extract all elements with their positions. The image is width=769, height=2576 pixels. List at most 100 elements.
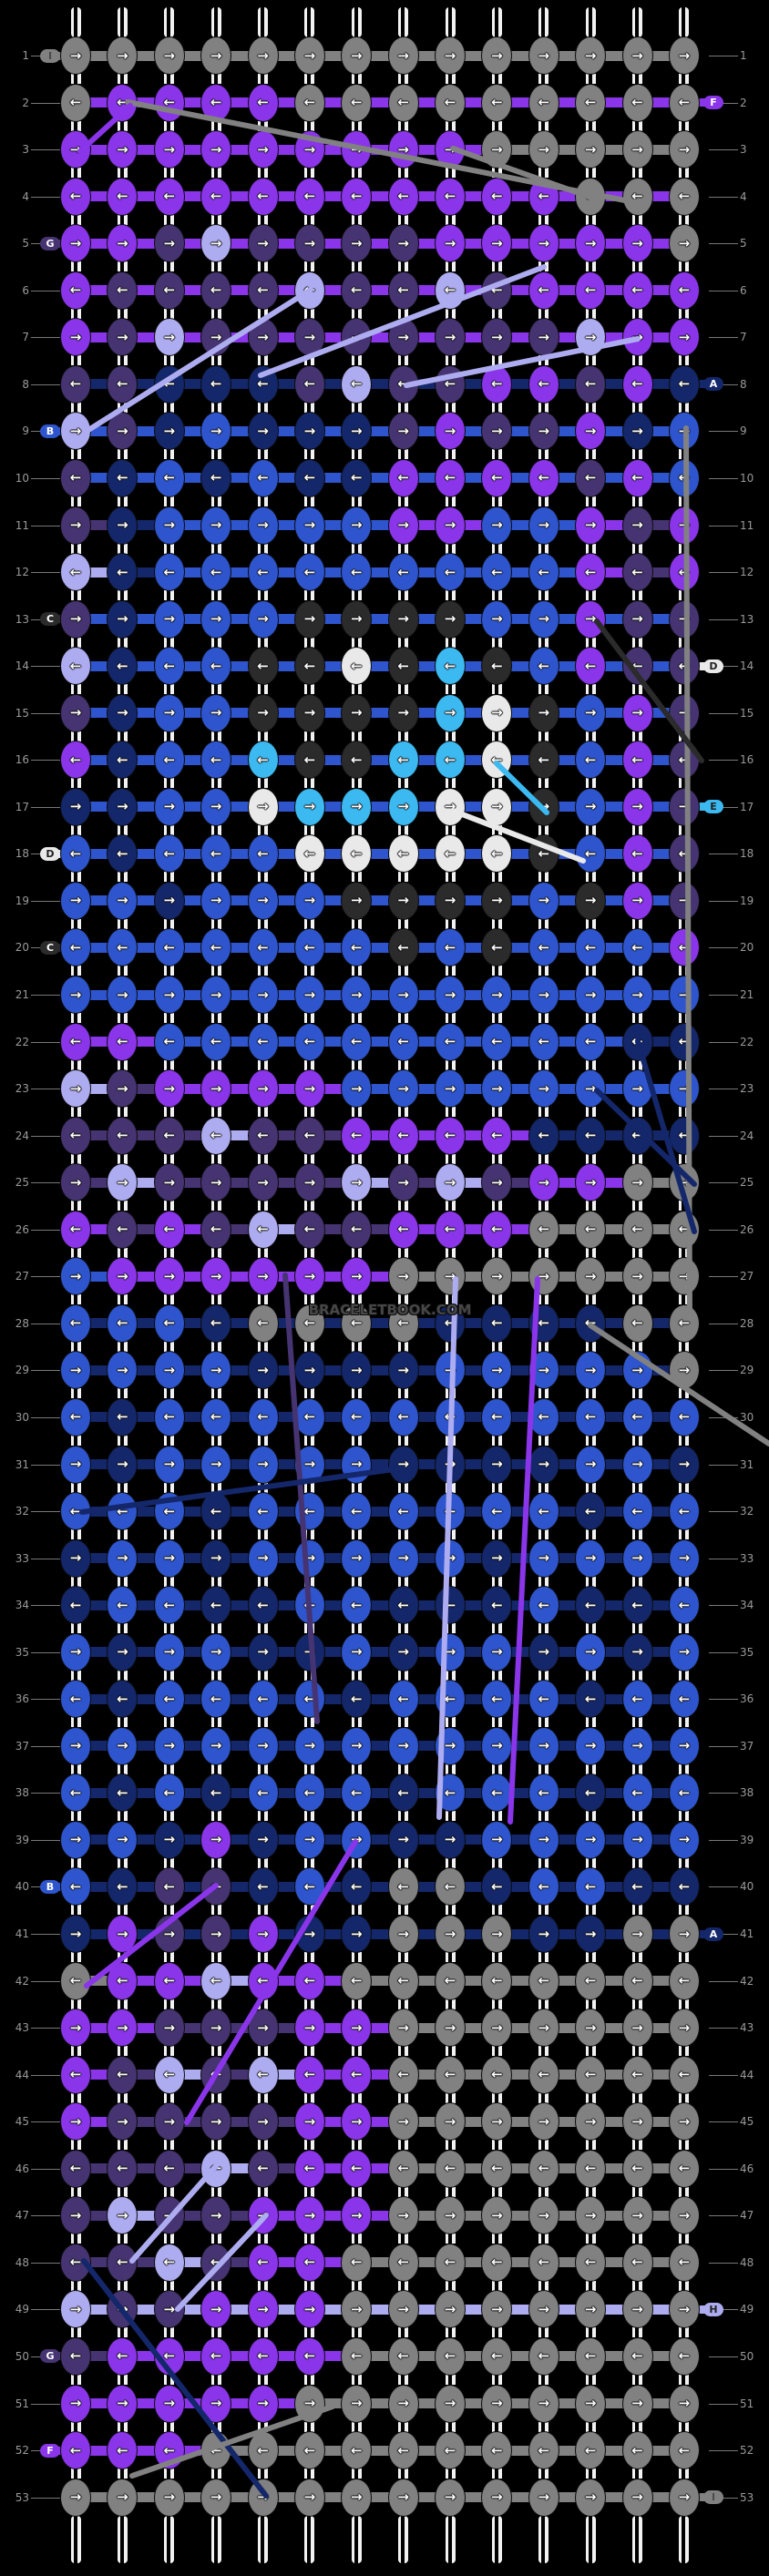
arrow-left-icon: ← xyxy=(538,1127,550,1144)
thread-segment-vertical xyxy=(351,778,362,789)
thread-segment xyxy=(417,1083,436,1094)
thread-segment-vertical xyxy=(632,2046,643,2057)
thread-segment-vertical xyxy=(258,2374,269,2385)
knot: ← xyxy=(621,2431,653,2470)
thread-segment-vertical xyxy=(538,1905,549,1916)
arrow-right-icon: → xyxy=(69,2206,82,2223)
thread-segment xyxy=(464,989,483,1000)
thread-segment-vertical xyxy=(164,590,175,601)
thread-segment-vertical xyxy=(70,543,81,554)
thread-segment-vertical xyxy=(258,496,269,506)
thread-segment-vertical xyxy=(445,1952,456,1962)
arrow-right-icon: → xyxy=(303,1831,316,1848)
knot: → xyxy=(341,2102,373,2142)
thread-segment xyxy=(651,1271,671,1282)
knot: ← xyxy=(387,1210,419,1249)
knot: → xyxy=(200,1820,232,1859)
arrow-left-icon: ← xyxy=(350,563,363,580)
arrow-left-icon: ← xyxy=(163,844,176,862)
thread-segment-vertical xyxy=(304,449,315,460)
thread-segment-vertical xyxy=(538,402,549,413)
thread-segment-vertical xyxy=(398,355,409,366)
thread-segment-vertical xyxy=(538,1482,549,1493)
knot: ← xyxy=(247,458,279,497)
arrow-right-icon: → xyxy=(117,328,128,345)
knot: → xyxy=(387,130,419,169)
knot: ← xyxy=(575,741,607,780)
arrow-right-icon: → xyxy=(69,422,82,439)
thread-segment xyxy=(277,520,296,530)
row-number-right: 46 xyxy=(740,2162,754,2175)
thread-segment xyxy=(604,1741,623,1752)
arrow-right-icon: → xyxy=(678,2395,691,2411)
row-tick-right xyxy=(709,1511,738,1513)
arrow-left-icon: ← xyxy=(678,1408,691,1426)
row-number-left: 21 xyxy=(15,988,29,1001)
thread-segment-vertical xyxy=(398,1811,409,1822)
thread-segment xyxy=(604,50,623,61)
row-number-right: 36 xyxy=(740,1692,754,1706)
arrow-left-icon: ← xyxy=(117,2066,128,2083)
thread-segment xyxy=(417,942,436,953)
thread-segment-vertical xyxy=(398,168,409,179)
row-tick-left xyxy=(31,2497,60,2499)
thread-segment xyxy=(137,1553,156,1564)
thread-segment xyxy=(277,614,296,625)
thread-segment-vertical xyxy=(445,2280,456,2291)
arrow-left-icon: ← xyxy=(538,2254,550,2271)
knot: ← xyxy=(200,834,232,874)
thread-segment xyxy=(651,2398,671,2408)
thread-segment-vertical xyxy=(351,1294,362,1305)
thread-segment xyxy=(137,989,156,1000)
thread-segment xyxy=(183,754,202,765)
thread-segment-vertical xyxy=(117,1435,128,1446)
thread-segment-vertical xyxy=(538,2186,549,2197)
arrow-left-icon: ← xyxy=(397,844,409,862)
knot: ← xyxy=(481,1680,513,1719)
thread-segment xyxy=(89,285,108,296)
thread-segment-vertical xyxy=(679,120,690,131)
knot: ← xyxy=(107,1867,138,1906)
knot: ← xyxy=(107,553,138,592)
thread-segment-vertical xyxy=(351,1107,362,1118)
thread-segment-vertical xyxy=(164,1717,175,1728)
thread-segment xyxy=(277,191,296,202)
knot: ← xyxy=(247,1397,279,1436)
thread-segment xyxy=(417,191,436,202)
thread-segment xyxy=(323,2070,343,2080)
thread-segment xyxy=(464,1083,483,1094)
thread-end-tag: F xyxy=(40,2443,60,2458)
thread-segment xyxy=(89,2445,108,2456)
thread-segment-vertical xyxy=(491,590,502,601)
thread-segment xyxy=(558,2257,577,2268)
thread-segment xyxy=(137,2210,156,2221)
arrow-left-icon: ← xyxy=(257,2160,269,2177)
knot: ← xyxy=(293,1116,325,1155)
arrow-left-icon: ← xyxy=(117,844,128,862)
thread-segment-vertical xyxy=(164,2046,175,2057)
thread-segment xyxy=(651,1647,671,1658)
thread-segment-vertical xyxy=(117,1857,128,1868)
thread-segment-vertical xyxy=(445,2186,456,2197)
thread-segment xyxy=(277,2210,296,2221)
thread-segment-vertical xyxy=(538,731,549,741)
thread-segment-vertical xyxy=(585,1529,596,1540)
arrow-left-icon: ← xyxy=(350,375,363,393)
thread-segment-vertical xyxy=(117,1107,128,1118)
thread-segment xyxy=(137,660,156,671)
thread-segment-vertical xyxy=(445,1763,456,1774)
thread-segment-vertical xyxy=(398,1435,409,1446)
thread-segment xyxy=(417,1787,436,1798)
thread-segment xyxy=(183,1271,202,1282)
knot: ← xyxy=(200,1774,232,1813)
thread-segment-vertical xyxy=(304,1529,315,1540)
arrow-right-icon: → xyxy=(117,2206,128,2223)
thread-segment xyxy=(323,1224,343,1235)
thread-segment xyxy=(89,2163,108,2174)
thread-segment-vertical xyxy=(117,2469,128,2479)
arrow-right-icon: → xyxy=(350,1831,363,1848)
arrow-left-icon: ← xyxy=(257,469,269,486)
knot: → xyxy=(107,506,138,545)
knot: → xyxy=(200,2009,232,2048)
knot: ← xyxy=(200,83,232,122)
